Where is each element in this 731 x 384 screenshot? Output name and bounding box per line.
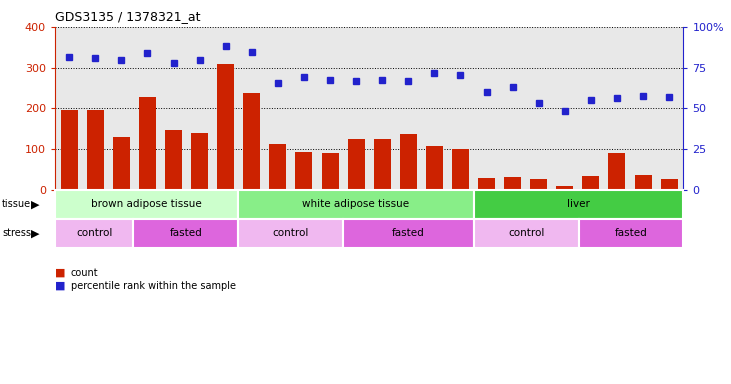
Bar [55,219,133,248]
Text: ■: ■ [55,281,65,291]
Text: count: count [71,268,99,278]
Text: control: control [508,228,545,238]
Text: percentile rank within the sample: percentile rank within the sample [71,281,236,291]
Text: tissue: tissue [2,199,31,210]
Bar [426,146,443,190]
Text: ■: ■ [55,268,65,278]
Bar [556,186,573,190]
Bar [270,144,287,190]
Bar [133,219,238,248]
Bar [343,219,474,248]
Bar [243,93,260,190]
Bar [661,179,678,190]
Bar [348,139,365,190]
Text: control: control [76,228,113,238]
Bar [478,178,495,190]
Bar [635,175,651,190]
Text: liver: liver [567,199,590,210]
Text: ▶: ▶ [31,199,40,210]
Text: fasted: fasted [170,228,202,238]
Bar [374,139,390,190]
Text: GDS3135 / 1378321_at: GDS3135 / 1378321_at [55,10,200,23]
Bar [238,190,474,219]
Text: fasted: fasted [615,228,648,238]
Bar [165,130,182,190]
Text: stress: stress [2,228,31,238]
Bar [191,133,208,190]
Bar [217,65,234,190]
Bar [113,137,130,190]
Bar [474,190,683,219]
Bar [583,176,599,190]
Bar [400,134,417,190]
Bar [139,98,156,190]
Bar [322,153,338,190]
Text: control: control [273,228,308,238]
Bar [87,110,104,190]
Bar [579,219,683,248]
Bar [504,177,521,190]
Bar [238,219,343,248]
Text: white adipose tissue: white adipose tissue [303,199,409,210]
Bar [61,110,77,190]
Text: fasted: fasted [392,228,425,238]
Text: brown adipose tissue: brown adipose tissue [91,199,202,210]
Bar [530,179,548,190]
Bar [608,153,626,190]
Text: ▶: ▶ [31,228,40,238]
Bar [55,190,238,219]
Bar [474,219,579,248]
Bar [452,149,469,190]
Bar [295,152,312,190]
